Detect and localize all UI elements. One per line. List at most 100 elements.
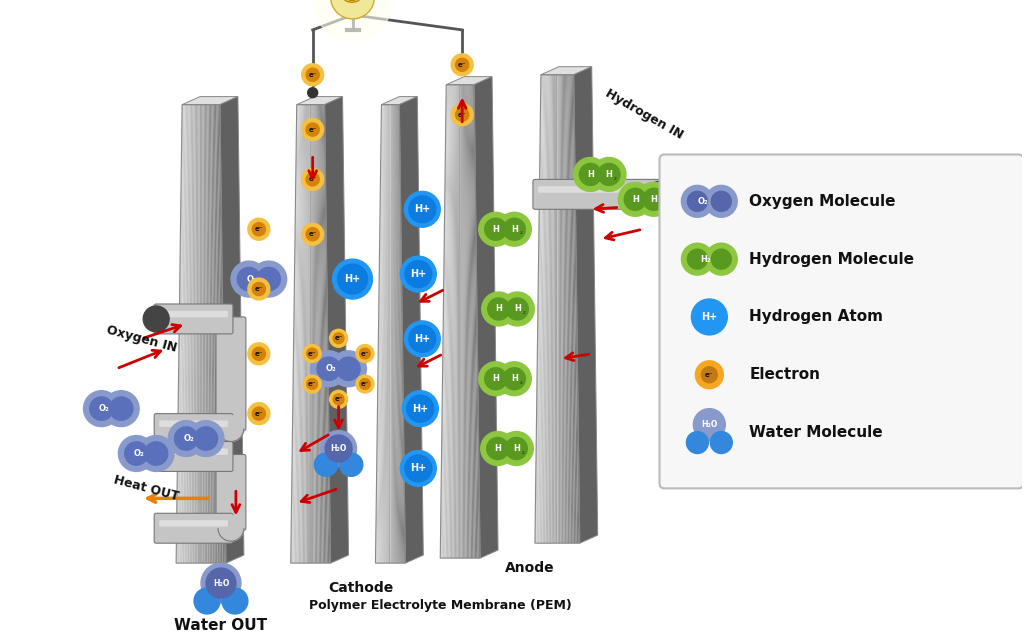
Polygon shape (321, 105, 327, 563)
Polygon shape (456, 84, 459, 558)
Polygon shape (551, 75, 554, 543)
FancyBboxPatch shape (155, 413, 232, 443)
Circle shape (330, 330, 347, 347)
Circle shape (125, 442, 148, 465)
Text: e⁻: e⁻ (255, 411, 263, 417)
Circle shape (143, 306, 169, 332)
Circle shape (251, 261, 287, 297)
Circle shape (338, 264, 368, 294)
Circle shape (400, 450, 436, 486)
Polygon shape (382, 105, 386, 563)
Text: e⁻: e⁻ (458, 62, 466, 68)
Polygon shape (547, 75, 551, 543)
Text: Cathode: Cathode (328, 581, 393, 595)
Polygon shape (325, 97, 348, 563)
Circle shape (248, 218, 269, 240)
Text: Anode: Anode (505, 561, 555, 575)
Circle shape (103, 391, 139, 427)
Polygon shape (319, 105, 324, 563)
Circle shape (248, 403, 269, 425)
Circle shape (201, 563, 241, 603)
Polygon shape (323, 105, 330, 563)
Circle shape (303, 375, 322, 393)
Circle shape (218, 515, 244, 541)
Circle shape (498, 362, 531, 396)
Text: H: H (493, 225, 499, 234)
Text: H₂O: H₂O (701, 420, 718, 429)
Circle shape (231, 261, 267, 297)
Circle shape (143, 443, 169, 469)
Circle shape (456, 108, 469, 121)
Polygon shape (469, 84, 475, 558)
Polygon shape (392, 105, 394, 563)
Polygon shape (217, 105, 224, 563)
Text: ₂: ₂ (614, 175, 617, 180)
Circle shape (625, 189, 646, 210)
Text: e⁻: e⁻ (308, 177, 316, 182)
Polygon shape (379, 105, 384, 563)
Polygon shape (220, 97, 244, 563)
Polygon shape (570, 75, 577, 543)
Circle shape (252, 223, 265, 236)
Polygon shape (564, 75, 568, 543)
Text: Hydrogen Molecule: Hydrogen Molecule (750, 251, 914, 267)
Polygon shape (182, 105, 188, 563)
Polygon shape (205, 105, 208, 563)
Circle shape (481, 292, 516, 326)
Polygon shape (453, 84, 456, 558)
Polygon shape (308, 105, 309, 563)
Polygon shape (317, 105, 322, 563)
Polygon shape (292, 105, 299, 563)
Circle shape (333, 394, 344, 404)
Circle shape (302, 64, 324, 86)
Polygon shape (312, 105, 314, 563)
Circle shape (331, 0, 375, 19)
Polygon shape (291, 105, 298, 563)
Circle shape (174, 427, 198, 450)
Polygon shape (560, 75, 563, 543)
FancyBboxPatch shape (659, 154, 1023, 488)
Polygon shape (316, 105, 319, 563)
Polygon shape (446, 77, 493, 84)
FancyBboxPatch shape (155, 304, 232, 334)
Polygon shape (204, 105, 206, 563)
Circle shape (592, 157, 626, 191)
Circle shape (711, 432, 732, 453)
Circle shape (252, 407, 265, 420)
Text: O₂: O₂ (698, 197, 709, 206)
Circle shape (331, 351, 367, 387)
Polygon shape (398, 105, 406, 563)
Text: e⁻: e⁻ (255, 226, 263, 232)
Polygon shape (470, 84, 476, 558)
Circle shape (409, 325, 436, 352)
Polygon shape (546, 75, 550, 543)
Circle shape (712, 249, 731, 269)
Polygon shape (474, 77, 498, 558)
Polygon shape (303, 105, 306, 563)
Polygon shape (381, 97, 418, 105)
Polygon shape (310, 105, 312, 563)
Text: H+: H+ (411, 269, 426, 279)
Text: Heat OUT: Heat OUT (113, 474, 180, 504)
Circle shape (303, 345, 322, 363)
Text: H+: H+ (701, 312, 718, 322)
Circle shape (306, 68, 319, 81)
Circle shape (486, 438, 509, 460)
Text: Water OUT: Water OUT (174, 618, 267, 634)
Circle shape (686, 432, 709, 453)
Circle shape (84, 391, 120, 427)
Text: e⁻: e⁻ (360, 381, 370, 387)
Polygon shape (445, 84, 451, 558)
Polygon shape (309, 105, 310, 563)
Polygon shape (391, 105, 393, 563)
Polygon shape (393, 105, 395, 563)
Polygon shape (200, 105, 201, 563)
Polygon shape (440, 84, 447, 558)
Text: e⁻: e⁻ (360, 351, 370, 356)
Polygon shape (472, 84, 479, 558)
Polygon shape (301, 105, 305, 563)
Polygon shape (473, 84, 480, 558)
Polygon shape (466, 84, 469, 558)
Polygon shape (455, 84, 458, 558)
Polygon shape (295, 105, 300, 563)
